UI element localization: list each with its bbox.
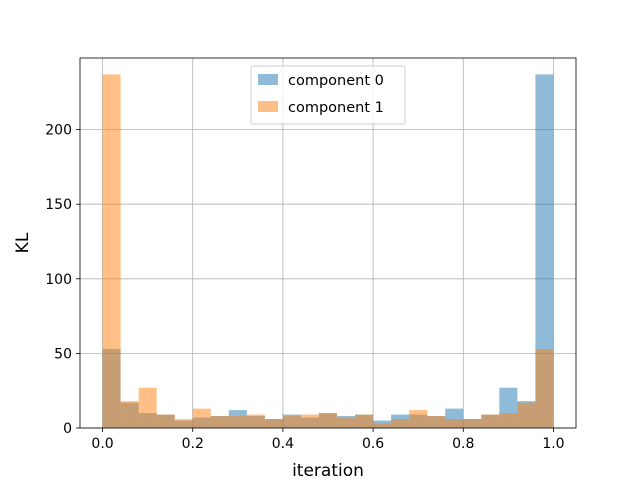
histogram-bar-component-1	[156, 414, 175, 428]
ticks-layer: 0.0 0.2 0.4 0.6 0.8 1.0 0 50 100 150 200	[45, 123, 564, 452]
legend: component 0 component 1	[250, 65, 406, 125]
histogram-bar-component-1	[318, 413, 338, 428]
histogram-bar-component-1	[102, 74, 121, 429]
histogram-bar-component-1	[228, 416, 247, 428]
histogram-bar-component-1	[355, 414, 374, 428]
histogram-bar-component-1	[120, 401, 139, 428]
x-axis-label: iteration	[292, 461, 364, 480]
y-tick-label: 100	[45, 272, 72, 288]
histogram-bar-component-1	[264, 419, 283, 428]
x-tick-label: 0.4	[272, 436, 294, 452]
histogram-bar-component-1	[210, 416, 229, 428]
x-tick-label: 0.6	[362, 436, 384, 452]
y-tick-label: 50	[54, 346, 72, 362]
y-tick-label: 0	[63, 421, 72, 437]
histogram-bar-component-1	[445, 419, 464, 428]
plot-frame	[79, 57, 577, 429]
histogram-bar-component-1	[427, 416, 446, 428]
y-tick-label: 150	[45, 197, 72, 213]
bars-layer	[102, 74, 554, 429]
x-tick-label: 1.0	[542, 436, 564, 452]
histogram-bar-component-1	[337, 417, 356, 428]
histogram-bar-component-1	[517, 402, 536, 428]
histogram-bar-component-1	[481, 414, 500, 428]
histogram-bar-component-1	[391, 419, 410, 428]
histogram-bar-component-1	[138, 387, 157, 428]
x-tick-label: 0.8	[452, 436, 474, 452]
legend-swatch-component-0	[258, 74, 278, 85]
histogram-bar-component-1	[463, 419, 482, 428]
histogram-bar-component-1	[535, 348, 554, 428]
histogram-bar-component-1	[373, 423, 392, 428]
x-tick-label: 0.0	[91, 436, 113, 452]
histogram-bar-component-1	[409, 410, 428, 428]
legend-swatch-component-1	[258, 101, 278, 112]
x-tick-label: 0.2	[182, 436, 204, 452]
histogram-bar-component-1	[499, 413, 518, 428]
histogram-bar-component-0	[535, 74, 554, 429]
histogram-bar-component-1	[282, 416, 301, 428]
histogram-bar-component-1	[174, 419, 193, 428]
legend-box	[250, 65, 406, 125]
y-tick-label: 200	[45, 123, 72, 139]
histogram-bar-component-1	[300, 414, 319, 428]
legend-label-component-0: component 0	[288, 73, 384, 89]
y-axis-label: KL	[13, 232, 33, 253]
legend-label-component-1: component 1	[288, 100, 384, 116]
histogram-bar-component-1	[246, 414, 265, 428]
histogram-bar-component-1	[192, 408, 211, 428]
